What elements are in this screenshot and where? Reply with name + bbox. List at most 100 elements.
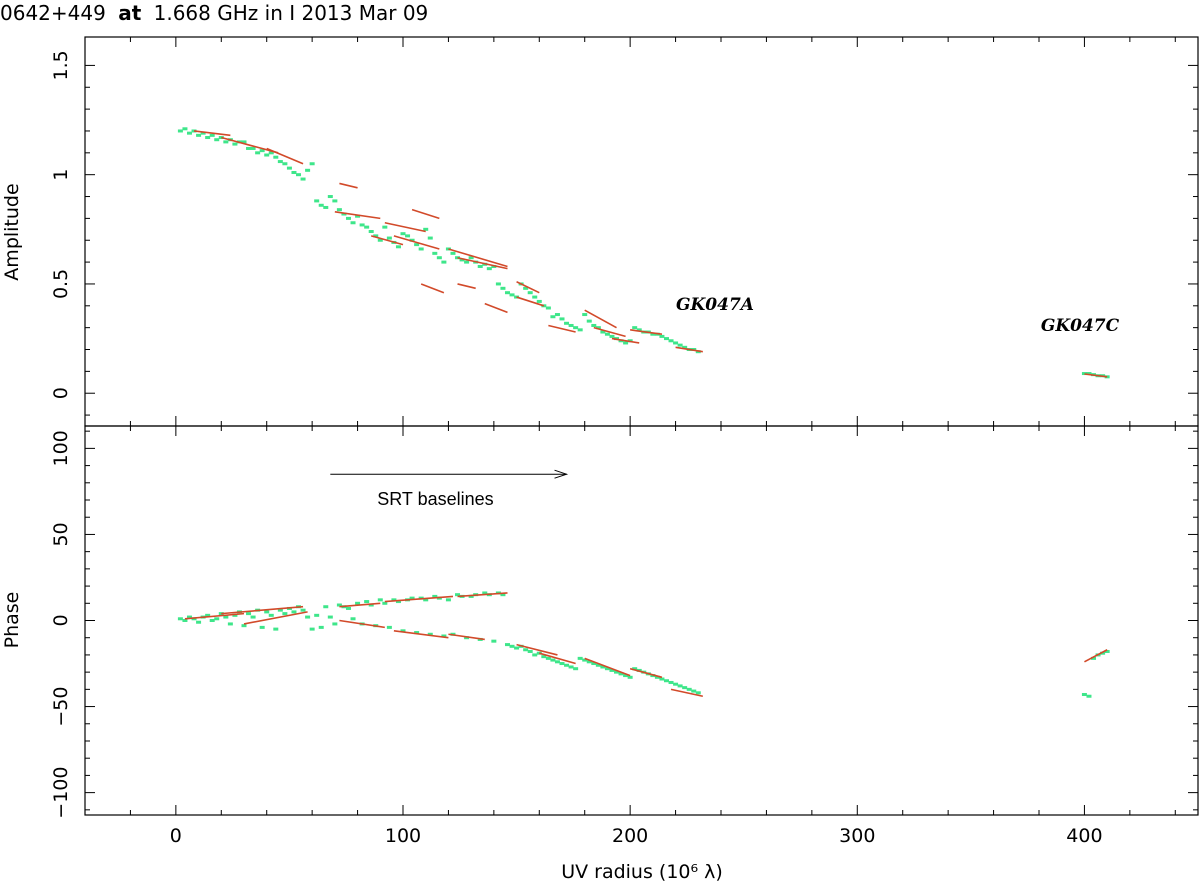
amplitude-point bbox=[214, 138, 220, 142]
phase-point bbox=[318, 625, 324, 629]
amplitude-point bbox=[468, 256, 474, 260]
phase-point bbox=[623, 674, 629, 678]
amplitude-point bbox=[291, 170, 297, 174]
phase-point bbox=[677, 684, 683, 688]
phase-point bbox=[382, 601, 388, 605]
amplitude-point bbox=[532, 295, 538, 299]
amplitude-point bbox=[277, 160, 283, 164]
phase-point bbox=[627, 675, 633, 679]
x-axis-label: UV radius (10⁶ λ) bbox=[561, 861, 723, 883]
phase-point bbox=[368, 603, 374, 607]
phase-point bbox=[391, 598, 397, 602]
phase-point bbox=[654, 675, 660, 679]
phase-point bbox=[400, 629, 406, 633]
phase-point bbox=[464, 636, 470, 640]
phase-point bbox=[504, 643, 510, 647]
phase-point bbox=[541, 655, 547, 659]
amplitude-point bbox=[209, 133, 215, 137]
phase-point bbox=[500, 593, 506, 597]
phase-model-segment bbox=[448, 633, 485, 641]
amplitude-model-segment bbox=[370, 235, 404, 246]
amplitude-point bbox=[327, 195, 333, 199]
title-source: 0642+449 bbox=[0, 1, 106, 25]
amplitude-point bbox=[582, 313, 588, 317]
amplitude-point bbox=[223, 140, 229, 144]
amplitude-point bbox=[395, 245, 401, 249]
amplitude-point bbox=[477, 264, 483, 268]
phase-model-segment bbox=[670, 688, 703, 698]
amplitude-point bbox=[355, 214, 361, 218]
phase-model-segment bbox=[457, 592, 508, 598]
phase-y-tick-label: 0 bbox=[50, 614, 72, 626]
amplitude-model-segment bbox=[675, 346, 703, 353]
phase-point bbox=[441, 634, 447, 638]
amplitude-model-segment bbox=[548, 324, 576, 333]
phase-point bbox=[427, 632, 433, 636]
x-axis-label-text: UV radius (10⁶ λ) bbox=[561, 861, 723, 883]
amplitude-point bbox=[663, 337, 669, 341]
phase-point bbox=[545, 656, 551, 660]
phase-point bbox=[695, 691, 701, 695]
amplitude-point bbox=[186, 131, 192, 135]
phase-point bbox=[554, 660, 560, 664]
amplitude-frame bbox=[84, 36, 1199, 427]
amplitude-point bbox=[564, 321, 570, 325]
amplitude-model-segment bbox=[266, 147, 304, 165]
phase-point bbox=[568, 665, 574, 669]
phase-point bbox=[336, 603, 342, 607]
amplitude-point bbox=[495, 282, 501, 286]
amplitude-point bbox=[205, 136, 211, 140]
phase-point bbox=[432, 594, 438, 598]
amplitude-point bbox=[282, 162, 288, 166]
phase-point bbox=[1104, 649, 1110, 653]
phase-point bbox=[414, 631, 420, 635]
phase-point bbox=[264, 610, 270, 614]
phase-y-tick-label: 50 bbox=[50, 522, 72, 546]
phase-point bbox=[1081, 693, 1087, 697]
phase-point bbox=[550, 658, 556, 662]
phase-model-segment bbox=[539, 652, 576, 665]
amplitude-point bbox=[609, 334, 615, 338]
amplitude-point bbox=[423, 227, 429, 231]
amplitude-point bbox=[586, 319, 592, 323]
phase-point bbox=[609, 668, 615, 672]
amplitude-point bbox=[568, 323, 574, 327]
amplitude-model-segment bbox=[448, 248, 508, 268]
phase-point bbox=[232, 613, 238, 617]
x-tick-label: 0 bbox=[170, 825, 182, 847]
amplitude-point bbox=[486, 267, 492, 271]
amplitude-model-segment bbox=[630, 329, 663, 336]
phase-model-segment bbox=[393, 630, 449, 639]
amplitude-point bbox=[418, 247, 424, 251]
phase-point bbox=[246, 612, 252, 616]
amplitude-point bbox=[305, 168, 311, 172]
amplitude-point bbox=[296, 173, 302, 177]
phase-point bbox=[673, 682, 679, 686]
amplitude-point bbox=[436, 256, 442, 260]
amplitude-point bbox=[450, 251, 456, 255]
amplitude-point bbox=[604, 332, 610, 336]
amplitude-point bbox=[309, 162, 315, 166]
phase-point bbox=[386, 625, 392, 629]
phase-point bbox=[214, 617, 220, 621]
phase-point bbox=[455, 593, 461, 597]
annotation-gk047a: GK047A bbox=[676, 295, 754, 315]
amplitude-model-segment bbox=[457, 256, 508, 270]
phase-point bbox=[177, 617, 183, 621]
amplitude-y-tick-label: 1 bbox=[50, 169, 72, 181]
phase-point bbox=[659, 677, 665, 681]
phase-model-segment bbox=[584, 657, 631, 677]
phase-point bbox=[423, 598, 429, 602]
phase-model bbox=[184, 592, 1108, 698]
amplitude-point bbox=[527, 291, 533, 295]
amplitude-model-segment bbox=[420, 283, 445, 294]
phase-point bbox=[577, 656, 583, 660]
phase-point bbox=[595, 663, 601, 667]
phase-point bbox=[632, 667, 638, 671]
amplitude-point bbox=[427, 236, 433, 240]
srt-baselines-arrow: SRT baselines bbox=[330, 469, 569, 509]
amplitude-point bbox=[591, 323, 597, 327]
amplitude-model bbox=[193, 130, 1108, 378]
phase-frame bbox=[84, 425, 1199, 816]
phase-point bbox=[663, 679, 669, 683]
